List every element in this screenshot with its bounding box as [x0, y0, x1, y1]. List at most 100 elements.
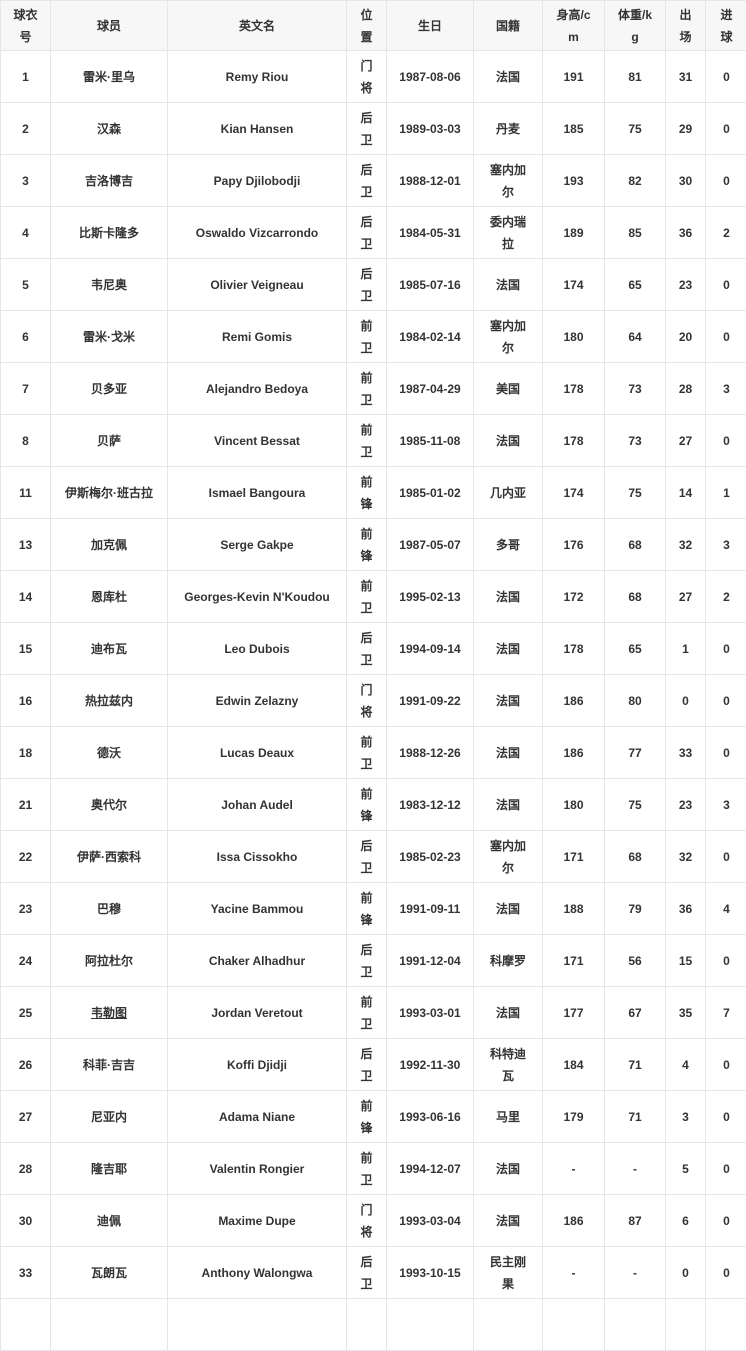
cell-height: 174	[543, 259, 605, 311]
cell-birthday: 1987-08-06	[387, 51, 474, 103]
cell-weight: 82	[605, 155, 666, 207]
cell-position: 后卫	[347, 259, 387, 311]
cell-english-name: Issa Cissokho	[168, 831, 347, 883]
cell-height: 180	[543, 311, 605, 363]
cell-birthday: 1983-12-12	[387, 779, 474, 831]
cell-nationality: 法国	[474, 571, 543, 623]
cell-english-name: Remy Riou	[168, 51, 347, 103]
empty-cell	[168, 1299, 347, 1351]
cell-player-name: 吉洛博吉	[51, 155, 168, 207]
cell-number: 24	[1, 935, 51, 987]
cell-height: 174	[543, 467, 605, 519]
cell-english-name: Valentin Rongier	[168, 1143, 347, 1195]
cell-player-name: 德沃	[51, 727, 168, 779]
cell-appearances: 15	[666, 935, 706, 987]
cell-goals: 0	[706, 1039, 746, 1091]
cell-number: 7	[1, 363, 51, 415]
cell-nationality: 法国	[474, 779, 543, 831]
cell-height: -	[543, 1143, 605, 1195]
table-row	[1, 1299, 746, 1351]
cell-english-name: Lucas Deaux	[168, 727, 347, 779]
cell-nationality: 法国	[474, 1195, 543, 1247]
cell-number: 15	[1, 623, 51, 675]
cell-position: 后卫	[347, 1039, 387, 1091]
cell-weight: 79	[605, 883, 666, 935]
cell-weight: 56	[605, 935, 666, 987]
cell-position: 门将	[347, 675, 387, 727]
cell-appearances: 1	[666, 623, 706, 675]
cell-appearances: 3	[666, 1091, 706, 1143]
cell-player-name: 比斯卡隆多	[51, 207, 168, 259]
header-english-name: 英文名	[168, 1, 347, 51]
cell-number: 14	[1, 571, 51, 623]
cell-nationality: 塞内加尔	[474, 311, 543, 363]
cell-number: 16	[1, 675, 51, 727]
cell-english-name: Serge Gakpe	[168, 519, 347, 571]
cell-nationality: 塞内加尔	[474, 831, 543, 883]
cell-nationality: 民主刚果	[474, 1247, 543, 1299]
cell-weight: 75	[605, 103, 666, 155]
cell-player-name: 隆吉耶	[51, 1143, 168, 1195]
cell-goals: 0	[706, 1195, 746, 1247]
cell-weight: 68	[605, 831, 666, 883]
empty-cell	[666, 1299, 706, 1351]
cell-english-name: Alejandro Bedoya	[168, 363, 347, 415]
player-link[interactable]: 韦勒图	[91, 1006, 127, 1020]
cell-player-name: 韦尼奥	[51, 259, 168, 311]
empty-cell	[387, 1299, 474, 1351]
cell-birthday: 1989-03-03	[387, 103, 474, 155]
header-number: 球衣号	[1, 1, 51, 51]
cell-height: 180	[543, 779, 605, 831]
cell-birthday: 1984-05-31	[387, 207, 474, 259]
cell-appearances: 23	[666, 779, 706, 831]
cell-english-name: Yacine Bammou	[168, 883, 347, 935]
cell-birthday: 1992-11-30	[387, 1039, 474, 1091]
cell-player-name: 贝多亚	[51, 363, 168, 415]
cell-height: 191	[543, 51, 605, 103]
cell-position: 前锋	[347, 779, 387, 831]
cell-position: 前卫	[347, 415, 387, 467]
cell-number: 33	[1, 1247, 51, 1299]
cell-number: 3	[1, 155, 51, 207]
cell-appearances: 31	[666, 51, 706, 103]
cell-nationality: 法国	[474, 987, 543, 1039]
cell-birthday: 1988-12-01	[387, 155, 474, 207]
cell-player-name: 巴穆	[51, 883, 168, 935]
cell-english-name: Leo Dubois	[168, 623, 347, 675]
cell-nationality: 法国	[474, 675, 543, 727]
cell-english-name: Johan Audel	[168, 779, 347, 831]
cell-player-name: 奥代尔	[51, 779, 168, 831]
cell-position: 前锋	[347, 519, 387, 571]
cell-nationality: 法国	[474, 727, 543, 779]
cell-weight: 87	[605, 1195, 666, 1247]
cell-nationality: 几内亚	[474, 467, 543, 519]
cell-height: 171	[543, 831, 605, 883]
cell-birthday: 1991-09-22	[387, 675, 474, 727]
cell-number: 1	[1, 51, 51, 103]
cell-goals: 0	[706, 1091, 746, 1143]
cell-number: 30	[1, 1195, 51, 1247]
cell-nationality: 委内瑞拉	[474, 207, 543, 259]
cell-nationality: 法国	[474, 883, 543, 935]
cell-nationality: 丹麦	[474, 103, 543, 155]
header-player: 球员	[51, 1, 168, 51]
header-weight: 体重/kg	[605, 1, 666, 51]
cell-height: -	[543, 1247, 605, 1299]
cell-goals: 0	[706, 103, 746, 155]
cell-weight: 65	[605, 259, 666, 311]
cell-nationality: 法国	[474, 51, 543, 103]
cell-position: 前锋	[347, 883, 387, 935]
cell-height: 186	[543, 727, 605, 779]
cell-birthday: 1993-10-15	[387, 1247, 474, 1299]
cell-number: 13	[1, 519, 51, 571]
cell-player-name: 阿拉杜尔	[51, 935, 168, 987]
cell-weight: 67	[605, 987, 666, 1039]
cell-english-name: Edwin Zelazny	[168, 675, 347, 727]
